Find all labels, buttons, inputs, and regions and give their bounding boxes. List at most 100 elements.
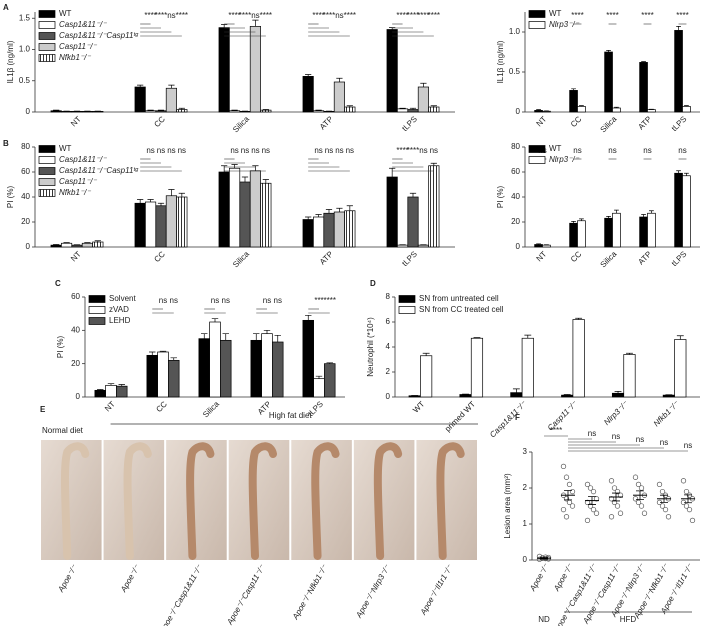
x-tick-label: Apoe⁻/⁻ (528, 562, 551, 593)
photo (166, 440, 227, 560)
legend-swatch (399, 296, 415, 303)
legend-label: Casp1&11⁻/⁻Casp11ᵗᵍ (59, 166, 139, 175)
y-tick-label: 1.5 (19, 13, 31, 22)
significance-label: ns (159, 296, 167, 305)
bar (156, 111, 166, 112)
significance-label: ns (636, 435, 644, 444)
bar (262, 334, 273, 397)
significance-label: ns (430, 146, 438, 155)
significance-label: ns (157, 146, 165, 155)
error-bar (677, 336, 684, 340)
bar (219, 172, 229, 247)
x-tick-label: Casp1&11⁻/⁻ (488, 399, 528, 439)
photo (291, 440, 352, 560)
legend-label: WT (59, 9, 72, 18)
bar (578, 221, 586, 247)
significance-label: **** (323, 11, 335, 20)
legend-label: Casp1&11⁻/⁻Casp11ᵗᵍ (59, 31, 139, 40)
error-bar (641, 215, 646, 218)
x-tick-label: Apoe⁻/⁻Casp11⁻/⁻ (225, 563, 267, 626)
data-point (657, 482, 662, 487)
error-bar (305, 217, 311, 220)
significance-label: **** (260, 11, 272, 20)
y-axis-label: Lesion area (mm²) (503, 473, 512, 539)
error-bar (336, 208, 342, 212)
legend-swatch (39, 11, 55, 18)
x-tick-label: Apoe⁻/⁻Nlrp3⁻/⁻ (354, 563, 392, 620)
bar (229, 111, 239, 112)
x-tick-label: Nlrp3⁻/⁻ (602, 399, 630, 427)
x-tick-label: Nfkb1⁻/⁻ (652, 399, 681, 428)
error-bar (275, 335, 281, 342)
legend-swatch (529, 146, 545, 153)
y-tick-label: 20 (511, 217, 520, 226)
legend-swatch (399, 307, 415, 314)
significance-label: **** (606, 11, 618, 20)
bar (409, 396, 420, 397)
bar (612, 393, 623, 397)
data-point (609, 479, 614, 484)
bar (303, 220, 313, 248)
y-axis-label: PI (%) (6, 186, 15, 209)
legend-swatch (39, 44, 55, 51)
x-tick-label: CC (154, 399, 169, 414)
error-bar (147, 200, 153, 203)
error-bar (336, 78, 342, 82)
panel-letter: E (40, 405, 46, 414)
bar (624, 355, 635, 398)
x-tick-label: ATP (318, 250, 335, 267)
x-tick-label: Apoe⁻/⁻ (552, 562, 575, 593)
data-point (564, 515, 569, 520)
significance-label: ns (251, 146, 259, 155)
bar (166, 88, 176, 112)
error-bar (149, 352, 155, 355)
error-bar (252, 20, 258, 26)
data-point (591, 489, 596, 494)
bar (345, 211, 355, 247)
bar (313, 111, 323, 112)
bar (199, 339, 210, 397)
legend-label: Nfkb1⁻/⁻ (59, 53, 91, 62)
significance-label: ns (325, 146, 333, 155)
x-tick-label: tLPS (670, 250, 689, 269)
significance-label: **** (428, 11, 440, 20)
legend-swatch (89, 296, 105, 303)
error-bar (231, 165, 237, 169)
bar (535, 245, 543, 248)
data-point (585, 518, 590, 523)
significance-label: ns (211, 296, 219, 305)
data-point (687, 507, 692, 512)
error-bar (347, 206, 353, 211)
legend-label: Casp1&11⁻/⁻ (59, 20, 107, 29)
bar (471, 338, 482, 397)
group-label: ND (538, 615, 550, 624)
bar (240, 111, 250, 112)
legend-swatch (39, 190, 55, 197)
bar (82, 243, 92, 247)
significance-label: ns (335, 146, 343, 155)
bar (158, 352, 169, 397)
y-tick-label: 2 (386, 367, 391, 376)
error-bar (201, 334, 207, 339)
significance-label: **** (239, 11, 251, 20)
y-tick-label: 80 (511, 142, 520, 151)
bar (675, 30, 683, 112)
x-tick-label: primed WT (443, 399, 477, 433)
group-label: HFD (620, 615, 637, 624)
data-point (570, 489, 575, 494)
significance-label: ns (251, 11, 259, 20)
bar (408, 197, 418, 247)
error-bar (315, 215, 321, 218)
x-tick-label: tLPS (670, 115, 689, 134)
y-tick-label: 0.5 (509, 67, 521, 76)
y-tick-label: 60 (511, 167, 520, 176)
bar (683, 106, 691, 112)
x-tick-label: NT (534, 114, 548, 128)
y-tick-label: 0 (26, 107, 31, 116)
y-axis-label: IL1β (ng/ml) (496, 40, 505, 83)
significance-label: ns (643, 146, 651, 155)
x-tick-label: NT (69, 114, 83, 128)
bar (116, 386, 127, 397)
x-tick-label: ATP (636, 250, 653, 267)
